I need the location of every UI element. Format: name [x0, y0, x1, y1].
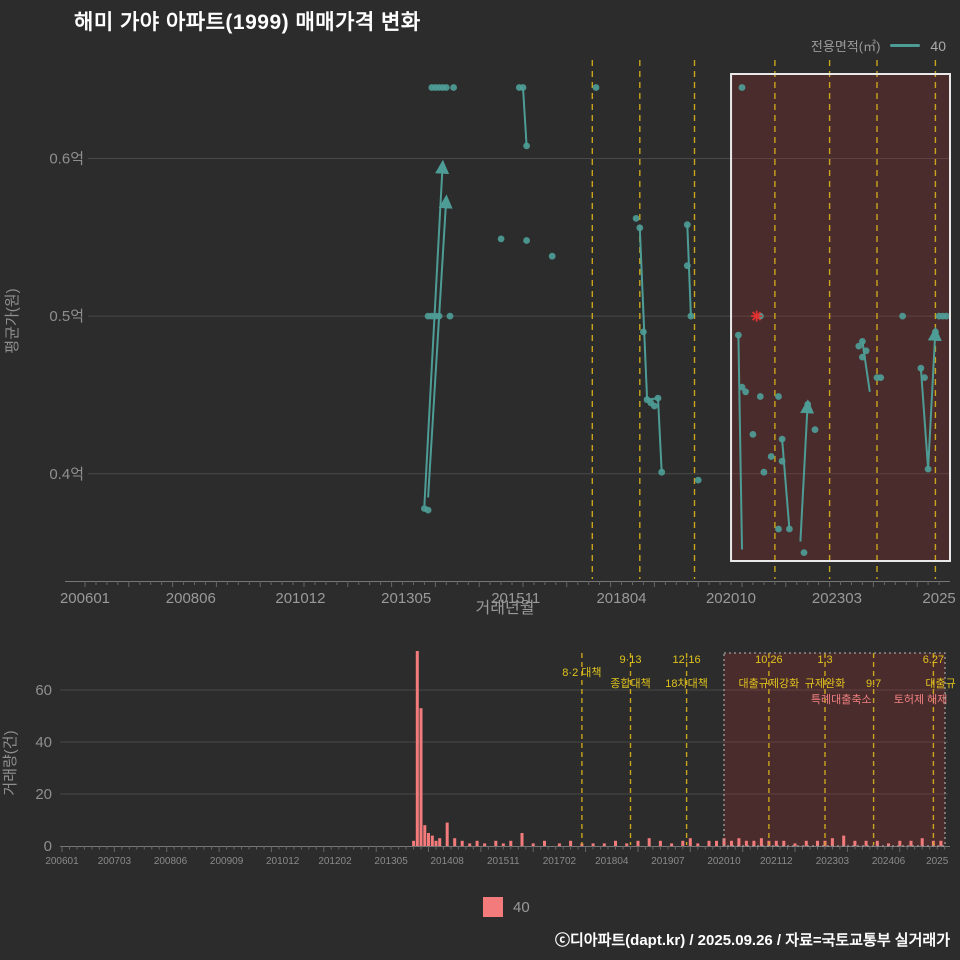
svg-text:평균가(원): 평균가(원) — [4, 288, 21, 353]
svg-text:201012: 201012 — [275, 590, 325, 607]
svg-text:201202: 201202 — [318, 856, 352, 867]
svg-text:202303: 202303 — [816, 856, 850, 867]
svg-text:201511: 201511 — [491, 590, 540, 607]
svg-text:201305: 201305 — [381, 590, 431, 607]
svg-text:12·16: 12·16 — [673, 654, 701, 666]
svg-text:202112: 202112 — [760, 856, 793, 867]
price-chart[interactable]: 0.4억 0.5억 0.6억 200601 200806 201012 201305 2015… — [0, 46, 960, 621]
svg-text:200909: 200909 — [210, 856, 244, 867]
svg-text:대출규: 대출규 — [925, 677, 955, 690]
svg-text:200703: 200703 — [98, 856, 132, 867]
svg-text:201804: 201804 — [595, 856, 629, 867]
svg-text:2025: 2025 — [926, 856, 949, 867]
svg-text:200806: 200806 — [154, 856, 188, 867]
svg-text:대출규제강화: 대출규제강화 — [739, 677, 800, 690]
svg-text:종합대책: 종합대책 — [610, 677, 650, 690]
svg-text:9.7: 9.7 — [866, 678, 881, 690]
svg-text:40: 40 — [35, 734, 52, 751]
svg-text:200601: 200601 — [60, 590, 110, 607]
svg-text:201511: 201511 — [487, 856, 520, 867]
svg-text:202010: 202010 — [707, 856, 741, 867]
svg-text:202303: 202303 — [812, 590, 862, 607]
svg-text:10.26: 10.26 — [755, 654, 783, 666]
svg-text:201305: 201305 — [374, 856, 408, 867]
page-title: 해미 가야 아파트(1999) 매매가격 변화 — [74, 11, 421, 34]
svg-text:8·2 대책: 8·2 대책 — [562, 666, 601, 679]
svg-text:2025: 2025 — [922, 590, 955, 607]
svg-text:6.27: 6.27 — [923, 654, 944, 666]
legend-area-series[interactable]: 전용면적(㎡) 40 — [811, 36, 946, 55]
svg-text:201702: 201702 — [543, 856, 577, 867]
legend-area-value: 40 — [930, 37, 946, 54]
svg-text:200806: 200806 — [166, 590, 216, 607]
svg-text:202010: 202010 — [706, 590, 756, 607]
svg-text:0.5억: 0.5억 — [49, 308, 84, 325]
legend-label: 40 — [513, 898, 530, 916]
svg-text:특례대출축소: 특례대출축소 — [811, 693, 872, 706]
svg-text:거래량(건): 거래량(건) — [2, 730, 19, 795]
svg-text:규제완화: 규제완화 — [805, 677, 845, 690]
volume-chart[interactable]: 0 20 40 60 8·2 대책 9·13 종합대책 12·16 18차대책 10.26 대출규제… — [0, 648, 960, 883]
footer-credit: ⓒ디아파트(dapt.kr) / 2025.09.26 / 자료=국토교통부 실… — [554, 932, 950, 949]
legend-line-swatch — [890, 44, 921, 47]
svg-text:18차대책: 18차대책 — [665, 677, 708, 690]
svg-text:0.6억: 0.6억 — [49, 151, 84, 168]
svg-text:60: 60 — [35, 682, 52, 699]
series-legend[interactable]: 40 — [483, 897, 530, 917]
svg-text:9·13: 9·13 — [619, 654, 641, 666]
svg-text:201804: 201804 — [596, 590, 646, 607]
svg-text:200601: 200601 — [45, 856, 79, 867]
svg-text:202406: 202406 — [872, 856, 906, 867]
svg-text:201408: 201408 — [431, 856, 465, 867]
legend-area-label: 전용면적(㎡) — [810, 39, 881, 54]
svg-text:거래년월: 거래년월 — [476, 599, 535, 617]
svg-text:토허제 해제: 토허제 해제 — [894, 692, 948, 706]
svg-text:201907: 201907 — [651, 856, 685, 867]
svg-text:1.3: 1.3 — [817, 654, 832, 666]
svg-text:20: 20 — [35, 786, 52, 803]
svg-text:0: 0 — [44, 838, 52, 855]
svg-text:201012: 201012 — [266, 856, 300, 867]
legend-swatch — [483, 897, 503, 917]
svg-text:0.4억: 0.4억 — [49, 466, 84, 483]
